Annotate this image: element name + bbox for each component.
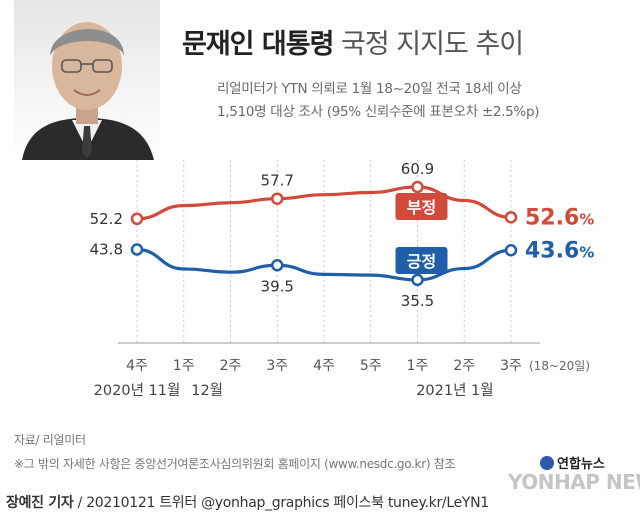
yonhap-logo-icon bbox=[540, 456, 554, 470]
data-point-marker bbox=[504, 244, 518, 257]
chart-title: 문재인 대통령 국정 지지도 추이 bbox=[182, 22, 524, 61]
x-tick-label: 2주 bbox=[220, 358, 242, 374]
data-label: 52.2 bbox=[90, 210, 123, 228]
data-label-unit: % bbox=[579, 210, 594, 228]
data-label: 52.6% bbox=[525, 205, 594, 230]
data-label: 43.6% bbox=[525, 238, 594, 263]
president-portrait bbox=[14, 0, 160, 160]
x-tick-label: 3주 bbox=[266, 358, 288, 374]
watermark: YONHAP NEWS bbox=[508, 470, 640, 494]
x-tick-label: 5주 bbox=[360, 358, 382, 374]
data-label-unit: % bbox=[579, 243, 594, 261]
data-point-marker bbox=[411, 180, 424, 194]
series-line-negative bbox=[136, 185, 512, 221]
x-tick-label: 1주 bbox=[407, 358, 429, 374]
source-note: 자료/ 리얼미터 bbox=[14, 433, 86, 447]
series-line-positive bbox=[136, 247, 512, 282]
data-point-marker bbox=[271, 259, 284, 272]
credit-line: 장예진 기자 / 20210121 트위터 @yonhap_graphics 페… bbox=[6, 492, 489, 512]
legend-badge bbox=[395, 247, 448, 274]
credit-details: / 20210121 트위터 @yonhap_graphics 페이스북 tun… bbox=[73, 495, 490, 511]
data-point-marker bbox=[271, 192, 284, 205]
title-light: 국정 지지도 추이 bbox=[341, 29, 524, 60]
yonhap-logo: 연합뉴스 bbox=[540, 453, 605, 472]
subtitle-line2: 1,510명 대상 조사 (95% 신뢰수준에 표본오차 ±2.5%p) bbox=[217, 104, 540, 120]
month-label: 2020년 11월 bbox=[94, 382, 181, 399]
data-label: 35.5 bbox=[401, 292, 434, 310]
x-tick-label: 2주 bbox=[453, 358, 475, 374]
x-tick-label: 1주 bbox=[173, 358, 195, 374]
legend-badge bbox=[395, 193, 448, 220]
data-point-marker bbox=[411, 273, 424, 287]
x-tick-label: 3주 bbox=[500, 358, 522, 374]
data-point-marker bbox=[130, 243, 144, 256]
month-label: 12월 bbox=[191, 382, 223, 399]
legend-label: 부정 bbox=[407, 198, 436, 217]
x-tick-label: 4주 bbox=[313, 358, 335, 374]
data-label: 60.9 bbox=[401, 160, 434, 178]
title-strong: 문재인 대통령 bbox=[182, 29, 334, 60]
yonhap-logo-text: 연합뉴스 bbox=[557, 457, 605, 472]
data-label: 57.7 bbox=[261, 172, 294, 190]
data-point-marker bbox=[130, 212, 144, 226]
approval-line-chart: 4주 1주 2주 3주 4주 5주 1주 2주 3주 (18~20일) 2020년 11월 12월 20… bbox=[90, 160, 595, 399]
data-label: 39.5 bbox=[261, 277, 294, 295]
month-label: 2021년 1월 bbox=[416, 382, 493, 399]
credit-author: 장예진 기자 bbox=[6, 495, 74, 511]
legend-label: 긍정 bbox=[407, 252, 436, 271]
reference-note: ※그 밖의 자세한 사항은 중앙선거여론조사심의위원회 홈페이지 (www.ne… bbox=[14, 457, 456, 471]
data-label: 43.8 bbox=[90, 241, 123, 259]
subtitle-line1: 리얼미터가 YTN 의뢰로 1월 18~20일 전국 18세 이상 bbox=[217, 81, 522, 97]
data-point-marker bbox=[504, 211, 518, 224]
x-tick-note: (18~20일) bbox=[529, 359, 590, 373]
x-tick-label: 4주 bbox=[126, 358, 148, 374]
